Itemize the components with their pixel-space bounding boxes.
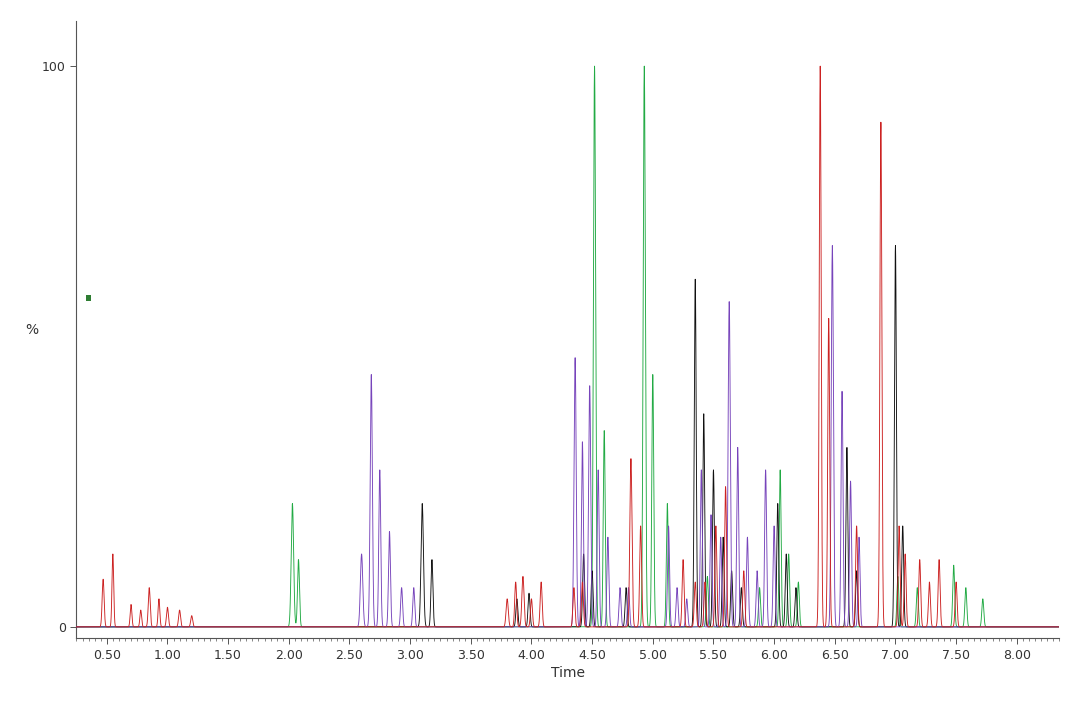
X-axis label: Time: Time bbox=[550, 666, 585, 680]
Legend:  bbox=[85, 294, 93, 303]
Y-axis label: %: % bbox=[25, 323, 39, 337]
